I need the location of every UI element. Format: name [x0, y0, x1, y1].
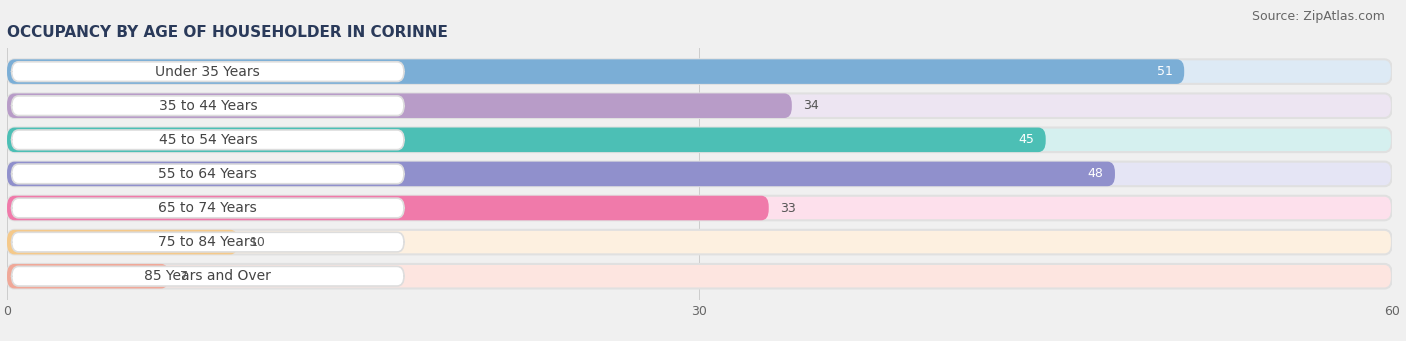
Text: Source: ZipAtlas.com: Source: ZipAtlas.com — [1251, 10, 1385, 23]
FancyBboxPatch shape — [11, 62, 404, 81]
FancyBboxPatch shape — [7, 264, 1392, 288]
Text: 34: 34 — [803, 99, 820, 112]
FancyBboxPatch shape — [11, 198, 404, 218]
Text: 65 to 74 Years: 65 to 74 Years — [159, 201, 257, 215]
Text: 45: 45 — [1018, 133, 1035, 146]
Text: 75 to 84 Years: 75 to 84 Years — [159, 235, 257, 249]
Text: 33: 33 — [780, 202, 796, 214]
FancyBboxPatch shape — [7, 59, 1392, 84]
Text: 48: 48 — [1088, 167, 1104, 180]
FancyBboxPatch shape — [11, 164, 404, 184]
FancyBboxPatch shape — [11, 232, 404, 252]
Text: 35 to 44 Years: 35 to 44 Years — [159, 99, 257, 113]
Text: 10: 10 — [249, 236, 266, 249]
FancyBboxPatch shape — [7, 196, 1392, 220]
Text: Under 35 Years: Under 35 Years — [156, 64, 260, 79]
FancyBboxPatch shape — [7, 196, 769, 220]
FancyBboxPatch shape — [7, 162, 1115, 186]
Text: 7: 7 — [180, 270, 188, 283]
Text: 45 to 54 Years: 45 to 54 Years — [159, 133, 257, 147]
FancyBboxPatch shape — [7, 264, 169, 288]
Text: OCCUPANCY BY AGE OF HOUSEHOLDER IN CORINNE: OCCUPANCY BY AGE OF HOUSEHOLDER IN CORIN… — [7, 25, 449, 40]
FancyBboxPatch shape — [7, 93, 1392, 118]
Text: 85 Years and Over: 85 Years and Over — [145, 269, 271, 283]
FancyBboxPatch shape — [7, 128, 1046, 152]
FancyBboxPatch shape — [7, 162, 1392, 186]
FancyBboxPatch shape — [7, 59, 1184, 84]
FancyBboxPatch shape — [7, 230, 238, 254]
FancyBboxPatch shape — [7, 230, 1392, 254]
FancyBboxPatch shape — [7, 128, 1392, 152]
FancyBboxPatch shape — [11, 130, 404, 150]
Text: 51: 51 — [1157, 65, 1173, 78]
Text: 55 to 64 Years: 55 to 64 Years — [159, 167, 257, 181]
FancyBboxPatch shape — [7, 93, 792, 118]
FancyBboxPatch shape — [11, 96, 404, 116]
FancyBboxPatch shape — [11, 266, 404, 286]
